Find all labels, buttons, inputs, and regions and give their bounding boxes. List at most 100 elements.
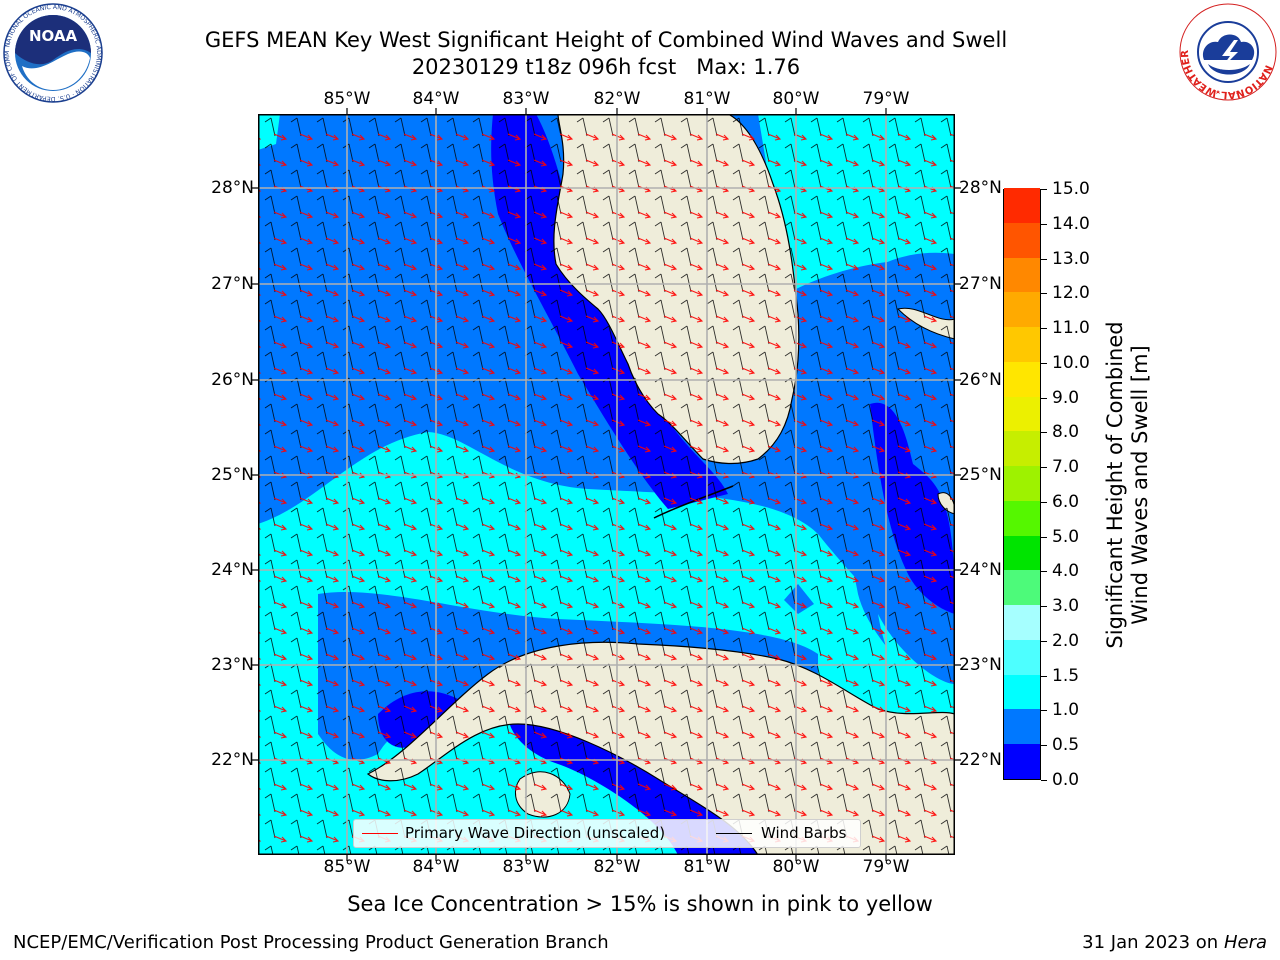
lon-label-bottom: 84°W [412,857,460,877]
colorbar-segment [1004,639,1040,675]
colorbar-tick-label: 13.0 [1052,248,1090,269]
colorbar-tick-mark [1041,467,1047,469]
footer-date: 31 Jan 2023 on [1082,932,1219,953]
colorbar-segment [1004,361,1040,397]
lat-label-right: 23°N [959,655,1002,675]
colorbar-label-line2: Wind Waves and Swell [m] [1128,345,1152,625]
map-legend: Primary Wave Direction (unscaled) Wind B… [353,819,861,848]
colorbar-tick-mark [1041,675,1047,677]
colorbar-segment [1004,326,1040,362]
lon-label-bottom: 85°W [323,857,371,877]
colorbar-tick-label: 0.0 [1052,770,1080,790]
lat-label-right: 24°N [959,560,1002,580]
colorbar-tick-mark [1041,397,1047,399]
noaa-logo-text: NOAA [29,27,78,45]
lat-label-left: 27°N [211,274,254,294]
wave-direction-arrows [258,114,955,855]
lat-label-right: 27°N [959,274,1002,294]
graticule [258,114,955,855]
wind-barbs-legend-label: Wind Barbs [761,824,847,842]
lon-label-top: 81°W [683,89,731,109]
footer-host: Hera [1223,932,1267,953]
colorbar-tick-label: 7.0 [1052,457,1080,478]
colorbar-segment [1004,291,1040,328]
colorbar-segment [1004,604,1040,640]
colorbar-tick-label: 12.0 [1052,283,1090,304]
colorbar-tick-mark [1041,501,1047,503]
wave-direction-legend-label: Primary Wave Direction (unscaled) [405,824,666,842]
map-frame [258,114,955,855]
lat-label-left: 22°N [211,750,254,770]
lat-label-left: 25°N [211,465,254,485]
sea-ice-note: Sea Ice Concentration > 15% is shown in … [347,892,933,916]
colorbar-segment [1004,396,1040,432]
colorbar-tick-mark [1041,223,1047,225]
colorbar-tick-label: 3.0 [1052,596,1080,617]
colorbar-tick-label: 10.0 [1052,352,1090,373]
lon-label-top: 79°W [862,89,910,109]
colorbar-tick-label: 4.0 [1052,561,1080,582]
lon-label-bottom: 79°W [862,857,910,877]
chart-subtitle: 20230129 t18z 096h fcst Max: 1.76 [411,55,801,79]
colorbar-tick-mark [1041,640,1047,642]
colorbar-tick-label: 1.5 [1052,665,1080,686]
colorbar-tick-label: 15.0 [1052,179,1090,199]
colorbar-tick-label: 11.0 [1052,318,1090,339]
colorbar-segment [1004,430,1040,467]
colorbar-tick-label: 9.0 [1052,387,1080,408]
colorbar-label-line1: Significant Height of Combined [1103,321,1127,649]
lon-label-bottom: 82°W [593,857,641,877]
lat-label-right: 22°N [959,750,1002,770]
map-panel [258,114,955,855]
colorbar-tick-label: 1.0 [1052,700,1080,721]
colorbar-segment [1004,465,1040,501]
colorbar-tick-label: 5.0 [1052,526,1080,547]
colorbar-tick-label: 2.0 [1052,630,1080,651]
lon-label-top: 83°W [502,89,550,109]
colorbar-segment [1004,569,1040,606]
lat-label-left: 23°N [211,655,254,675]
colorbar-tick-mark [1041,432,1047,434]
lon-label-top: 85°W [323,89,371,109]
colorbar-tick-mark [1041,258,1047,260]
colorbar-tick-mark [1041,189,1047,190]
colorbar-tick-label: 6.0 [1052,491,1080,512]
lat-label-left: 24°N [211,560,254,580]
colorbar-tick-mark [1041,536,1047,538]
wind-barbs-legend-swatch [716,833,752,834]
colorbar-segment [1004,709,1040,745]
nws-logo: NATIONAL WEATHER SERVICE [1178,2,1277,101]
lon-label-top: 80°W [772,89,820,109]
colorbar-segment [1004,187,1040,223]
lon-label-bottom: 81°W [683,857,731,877]
footer-left: NCEP/EMC/Verification Post Processing Pr… [13,932,609,953]
colorbar-tick-mark [1041,606,1047,608]
lat-label-right: 25°N [959,465,1002,485]
noaa-logo: NATIONAL OCEANIC AND ATMOSPHERIC ADMINIS… [2,2,103,103]
colorbar-segment [1004,743,1040,779]
lat-label-right: 28°N [959,178,1002,198]
colorbar-tick-label: 0.5 [1052,735,1080,756]
colorbar-tick-label: 14.0 [1052,213,1090,234]
chart-title: GEFS MEAN Key West Significant Height of… [204,28,1008,52]
colorbar-tick-mark [1041,293,1047,295]
lon-label-bottom: 80°W [772,857,820,877]
wave-direction-legend-swatch [362,833,398,834]
colorbar-segment [1004,257,1040,293]
colorbar-tick-mark [1041,328,1047,330]
colorbar-segment [1004,500,1040,536]
colorbar-segment [1004,222,1040,258]
footer-right: 31 Jan 2023 on Hera [1082,932,1267,954]
lon-label-top: 84°W [412,89,460,109]
colorbar-tick-mark [1041,745,1047,747]
lon-label-top: 82°W [593,89,641,109]
colorbar [1003,187,1041,780]
lon-label-bottom: 83°W [502,857,550,877]
lat-label-right: 26°N [959,370,1002,390]
colorbar-tick-label: 8.0 [1052,422,1080,443]
axis-ticks [252,108,961,861]
colorbar-tick-mark [1041,780,1047,781]
lat-label-left: 28°N [211,178,254,198]
lat-label-left: 26°N [211,370,254,390]
colorbar-tick-mark [1041,362,1047,364]
